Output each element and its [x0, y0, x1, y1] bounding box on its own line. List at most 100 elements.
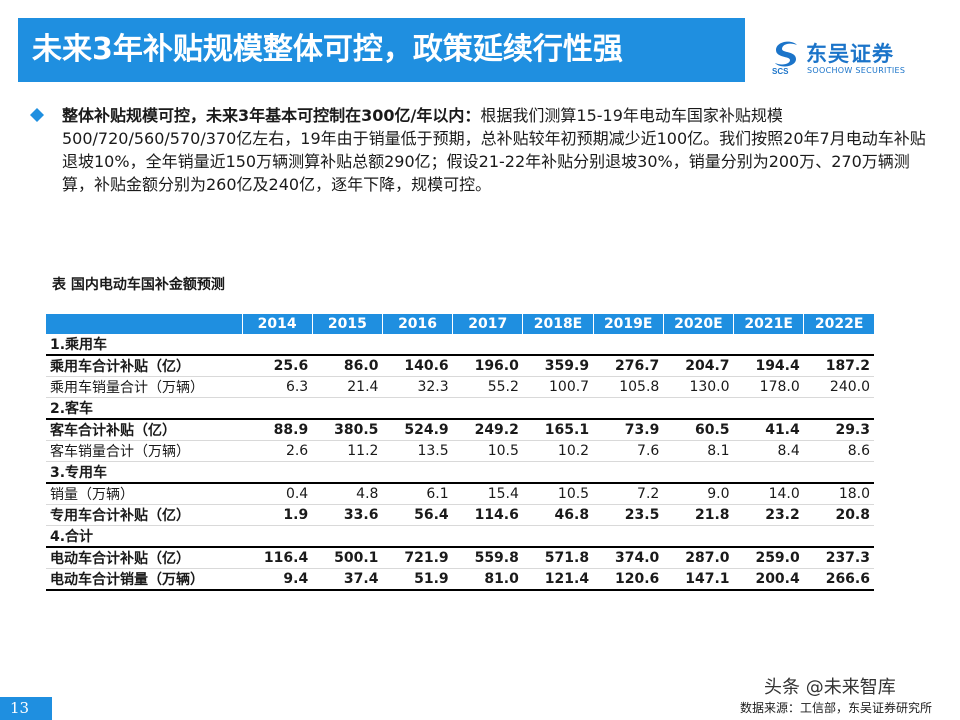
value-cell: 178.0 — [733, 376, 804, 398]
value-cell: 21.8 — [663, 504, 734, 526]
page-number: 13 — [0, 697, 52, 720]
year-header: 2019E — [592, 314, 664, 334]
diamond-bullet-icon — [30, 108, 44, 122]
value-cell: 276.7 — [593, 355, 664, 377]
logo-english-name: SOOCHOW SECURITIES — [807, 66, 906, 75]
logo-chinese-name: 东吴证券 — [806, 42, 894, 66]
value-cell: 6.3 — [242, 376, 313, 398]
year-header: 2018E — [522, 314, 594, 334]
table-body: 1.乘用车 乘用车合计补贴（亿） 25.6 86.0 140.6 196.0 359.9 27… — [46, 334, 874, 591]
section-row: 2.客车 — [46, 397, 874, 420]
value-cell: 33.6 — [312, 504, 383, 526]
value-cell: 121.4 — [522, 568, 594, 591]
paragraph-body: 根据我们测算15-19年电动车国家补贴规模500/720/560/570/370… — [62, 106, 926, 194]
value-cell: 18.0 — [803, 483, 874, 505]
value-cell: 88.9 — [242, 419, 313, 441]
value-cell: 6.1 — [382, 483, 453, 505]
slide-title: 未来3年补贴规模整体可控，政策延续行性强 — [32, 32, 623, 67]
value-cell: 9.0 — [663, 483, 734, 505]
table-row: 客车合计补贴（亿） 88.9 380.5 524.9 249.2 165.1 73.9 60.… — [46, 419, 874, 441]
value-cell: 105.8 — [593, 376, 664, 398]
value-cell: 114.6 — [452, 504, 523, 526]
section-row: 4.合计 — [46, 525, 874, 548]
value-cell: 240.0 — [803, 376, 874, 398]
value-cell: 7.2 — [593, 483, 664, 505]
row-label: 客车销量合计（万辆） — [46, 440, 242, 462]
value-cell: 23.2 — [733, 504, 804, 526]
company-logo: SCS 东吴证券 SOOCHOW SECURITIES — [770, 36, 920, 82]
value-cell: 380.5 — [312, 419, 383, 441]
header-blank-cell — [46, 314, 242, 334]
value-cell: 23.5 — [593, 504, 664, 526]
section-row: 3.专用车 — [46, 461, 874, 484]
row-label: 专用车合计补贴（亿） — [46, 504, 242, 526]
value-cell: 73.9 — [593, 419, 664, 441]
value-cell: 56.4 — [382, 504, 453, 526]
value-cell: 204.7 — [663, 355, 734, 377]
value-cell: 29.3 — [803, 419, 874, 441]
table-header-row: 2014 2015 2016 2017 2018E 2019E 2020E 20… — [46, 314, 874, 334]
value-cell: 187.2 — [803, 355, 874, 377]
year-header: 2017 — [452, 314, 523, 334]
table-row: 专用车合计补贴（亿） 1.9 33.6 56.4 114.6 46.8 23.5 21.8 23… — [46, 504, 874, 526]
row-label: 客车合计补贴（亿） — [46, 419, 242, 441]
value-cell: 60.5 — [663, 419, 734, 441]
value-cell: 25.6 — [242, 355, 313, 377]
year-header: 2014 — [241, 314, 313, 334]
value-cell: 130.0 — [663, 376, 734, 398]
value-cell: 86.0 — [312, 355, 383, 377]
value-cell: 259.0 — [733, 547, 804, 569]
value-cell: 147.1 — [663, 568, 734, 591]
subsidy-table-container: 2014 2015 2016 2017 2018E 2019E 2020E 20… — [46, 314, 874, 591]
value-cell: 237.3 — [803, 547, 874, 569]
value-cell: 249.2 — [452, 419, 523, 441]
value-cell: 11.2 — [312, 440, 383, 462]
value-cell: 194.4 — [733, 355, 804, 377]
value-cell: 9.4 — [242, 568, 313, 591]
table-caption: 表 国内电动车国补金额预测 — [52, 277, 225, 293]
value-cell: 721.9 — [382, 547, 453, 569]
value-cell: 10.5 — [452, 440, 523, 462]
section-title: 1.乘用车 — [46, 334, 874, 356]
row-label: 销量（万辆） — [46, 483, 242, 505]
value-cell: 13.5 — [382, 440, 453, 462]
table-row: 乘用车销量合计（万辆） 6.3 21.4 32.3 55.2 100.7 105.8 130.… — [46, 376, 874, 398]
value-cell: 1.9 — [242, 504, 313, 526]
value-cell: 10.2 — [522, 440, 594, 462]
row-label: 乘用车销量合计（万辆） — [46, 376, 242, 398]
value-cell: 359.9 — [522, 355, 594, 377]
table-row: 销量（万辆） 0.4 4.8 6.1 15.4 10.5 7.2 9.0 14.0 18.0 — [46, 483, 874, 505]
value-cell: 287.0 — [663, 547, 734, 569]
table-row: 乘用车合计补贴（亿） 25.6 86.0 140.6 196.0 359.9 276.7 20… — [46, 355, 874, 377]
value-cell: 32.3 — [382, 376, 453, 398]
table-row: 电动车合计补贴（亿） 116.4 500.1 721.9 559.8 571.8 374.0… — [46, 547, 874, 569]
body-paragraph: 整体补贴规模可控，未来3年基本可控制在300亿/年以内：根据我们测算15-19年… — [30, 104, 935, 196]
value-cell: 266.6 — [803, 568, 874, 591]
slide-header: 未来3年补贴规模整体可控，政策延续行性强 SCS 东吴证券 SOOCHOW SE… — [0, 0, 960, 95]
year-header: 2021E — [733, 314, 804, 334]
value-cell: 100.7 — [522, 376, 594, 398]
value-cell: 15.4 — [452, 483, 523, 505]
value-cell: 140.6 — [382, 355, 453, 377]
section-title: 3.专用车 — [46, 461, 874, 484]
value-cell: 4.8 — [312, 483, 383, 505]
subsidy-forecast-table: 2014 2015 2016 2017 2018E 2019E 2020E 20… — [46, 314, 874, 591]
year-header: 2016 — [381, 314, 453, 334]
value-cell: 55.2 — [452, 376, 523, 398]
paragraph-lead: 整体补贴规模可控，未来3年基本可控制在300亿/年以内： — [62, 106, 481, 125]
value-cell: 120.6 — [593, 568, 664, 591]
value-cell: 8.4 — [733, 440, 804, 462]
value-cell: 2.6 — [242, 440, 313, 462]
row-label: 电动车合计补贴（亿） — [46, 547, 242, 569]
value-cell: 20.8 — [803, 504, 874, 526]
value-cell: 196.0 — [452, 355, 523, 377]
value-cell: 51.9 — [382, 568, 453, 591]
value-cell: 116.4 — [242, 547, 313, 569]
row-label: 乘用车合计补贴（亿） — [46, 355, 242, 377]
row-label: 电动车合计销量（万辆） — [46, 568, 242, 591]
value-cell: 500.1 — [312, 547, 383, 569]
section-title: 2.客车 — [46, 397, 874, 420]
section-title: 4.合计 — [46, 525, 874, 548]
value-cell: 37.4 — [312, 568, 383, 591]
watermark: 头条 @未来智库 — [764, 677, 896, 698]
